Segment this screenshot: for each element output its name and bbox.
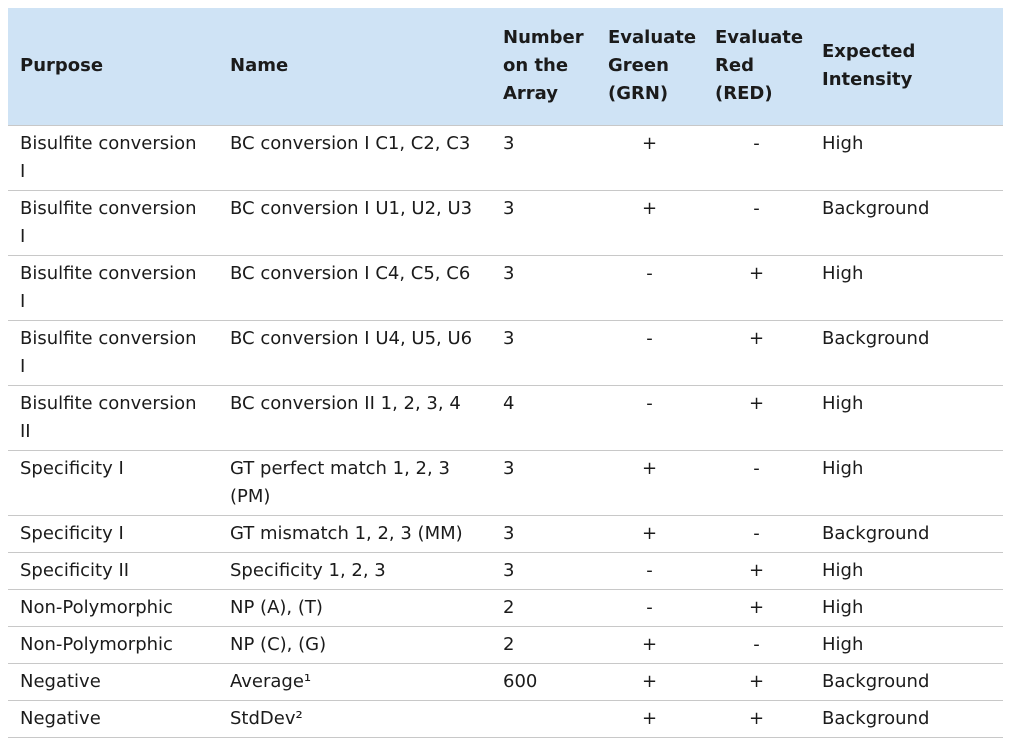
- cell-green: +: [596, 515, 703, 553]
- cell-number: 3: [491, 320, 596, 386]
- cell-name: GT mismatch 1, 2, 3 (MM): [218, 515, 491, 553]
- cell-green: +: [596, 190, 703, 256]
- cell-name: BC conversion II 1, 2, 3, 4: [218, 385, 491, 451]
- cell-number: 600: [491, 663, 596, 701]
- cell-name: BC conversion I C1, C2, C3: [218, 124, 491, 191]
- cell-green: -: [596, 552, 703, 590]
- cell-green: -: [596, 320, 703, 386]
- header-number-on-array: Number on the Array: [503, 27, 584, 105]
- cell-purpose: Specificity II: [8, 552, 218, 590]
- cell-red: -: [703, 515, 810, 553]
- cell-intensity: High: [810, 626, 1003, 664]
- table-row: Bisulfite conversion I BC conversion I C…: [8, 124, 1003, 191]
- cell-red: -: [703, 124, 810, 191]
- cell-number: 3: [491, 450, 596, 516]
- table-row: Specificity I GT mismatch 1, 2, 3 (MM) 3…: [8, 515, 1003, 553]
- cell-intensity: High: [810, 589, 1003, 627]
- table-row: Negative Average¹ 600 + + Background: [8, 663, 1003, 701]
- cell-red: +: [703, 320, 810, 386]
- cell-number: 3: [491, 124, 596, 191]
- cell-green: +: [596, 663, 703, 701]
- cell-number: 3: [491, 255, 596, 321]
- cell-number: [491, 700, 596, 738]
- cell-intensity: High: [810, 450, 1003, 516]
- cell-red: -: [703, 450, 810, 516]
- cell-name: Average¹: [218, 663, 491, 701]
- cell-purpose: Non-Polymorphic: [8, 626, 218, 664]
- cell-green: -: [596, 255, 703, 321]
- cell-green: -: [596, 385, 703, 451]
- cell-red: +: [703, 663, 810, 701]
- cell-red: +: [703, 552, 810, 590]
- cell-number: 2: [491, 589, 596, 627]
- cell-intensity: Background: [810, 320, 1003, 386]
- cell-name: BC conversion I U1, U2, U3: [218, 190, 491, 256]
- cell-number: 3: [491, 552, 596, 590]
- controls-table-container: Purpose Name Number on the Array Evaluat…: [8, 8, 1003, 738]
- table-row: Non-Polymorphic NP (A), (T) 2 - + High: [8, 589, 1003, 627]
- table-row: Bisulfite conversion II BC conversion II…: [8, 385, 1003, 451]
- cell-purpose: Bisulfite conversion I: [8, 190, 218, 256]
- cell-number: 3: [491, 190, 596, 256]
- cell-green: +: [596, 700, 703, 738]
- cell-red: -: [703, 190, 810, 256]
- header-purpose: Purpose: [20, 55, 104, 77]
- cell-purpose: Bisulfite conversion II: [8, 385, 218, 451]
- cell-purpose: Bisulfite conversion I: [8, 124, 218, 191]
- cell-number: 2: [491, 626, 596, 664]
- cell-purpose: Bisulfite conversion I: [8, 255, 218, 321]
- table-row: Bisulfite conversion I BC conversion I U…: [8, 320, 1003, 386]
- cell-purpose: Specificity I: [8, 450, 218, 516]
- cell-name: Specificity 1, 2, 3: [218, 552, 491, 590]
- cell-purpose: Specificity I: [8, 515, 218, 553]
- cell-name: BC conversion I C4, C5, C6: [218, 255, 491, 321]
- cell-intensity: High: [810, 385, 1003, 451]
- header-name: Name: [230, 55, 289, 77]
- cell-name: GT perfect match 1, 2, 3 (PM): [218, 450, 491, 516]
- cell-purpose: Non-Polymorphic: [8, 589, 218, 627]
- cell-intensity: Background: [810, 515, 1003, 553]
- header-row: Purpose Name Number on the Array Evaluat…: [8, 8, 1003, 125]
- header-expected-intensity: Expected Intensity: [822, 41, 916, 91]
- cell-intensity: Background: [810, 700, 1003, 738]
- table-row: Non-Polymorphic NP (C), (G) 2 + - High: [8, 626, 1003, 664]
- cell-green: +: [596, 124, 703, 191]
- cell-purpose: Negative: [8, 700, 218, 738]
- cell-name: NP (A), (T): [218, 589, 491, 627]
- cell-name: NP (C), (G): [218, 626, 491, 664]
- cell-green: +: [596, 626, 703, 664]
- cell-red: -: [703, 626, 810, 664]
- cell-number: 4: [491, 385, 596, 451]
- table-body: Bisulfite conversion I BC conversion I C…: [8, 124, 1003, 738]
- table-row: Bisulfite conversion I BC conversion I U…: [8, 190, 1003, 256]
- table-row: Specificity I GT perfect match 1, 2, 3 (…: [8, 450, 1003, 516]
- cell-red: +: [703, 385, 810, 451]
- cell-intensity: High: [810, 255, 1003, 321]
- cell-name: StdDev²: [218, 700, 491, 738]
- cell-red: +: [703, 589, 810, 627]
- cell-intensity: High: [810, 124, 1003, 191]
- cell-purpose: Negative: [8, 663, 218, 701]
- cell-intensity: High: [810, 552, 1003, 590]
- cell-number: 3: [491, 515, 596, 553]
- cell-intensity: Background: [810, 190, 1003, 256]
- cell-purpose: Bisulfite conversion I: [8, 320, 218, 386]
- table-row: Negative StdDev² + + Background: [8, 700, 1003, 738]
- table-header: Purpose Name Number on the Array Evaluat…: [8, 8, 1003, 125]
- cell-green: +: [596, 450, 703, 516]
- table-row: Specificity II Specificity 1, 2, 3 3 - +…: [8, 552, 1003, 590]
- cell-red: +: [703, 700, 810, 738]
- table-row: Bisulfite conversion I BC conversion I C…: [8, 255, 1003, 321]
- cell-intensity: Background: [810, 663, 1003, 701]
- cell-name: BC conversion I U4, U5, U6: [218, 320, 491, 386]
- controls-table: Purpose Name Number on the Array Evaluat…: [8, 8, 1003, 738]
- cell-red: +: [703, 255, 810, 321]
- cell-green: -: [596, 589, 703, 627]
- header-evaluate-red: Evaluate Red (RED): [715, 27, 804, 105]
- header-evaluate-green: Evaluate Green (GRN): [608, 27, 697, 105]
